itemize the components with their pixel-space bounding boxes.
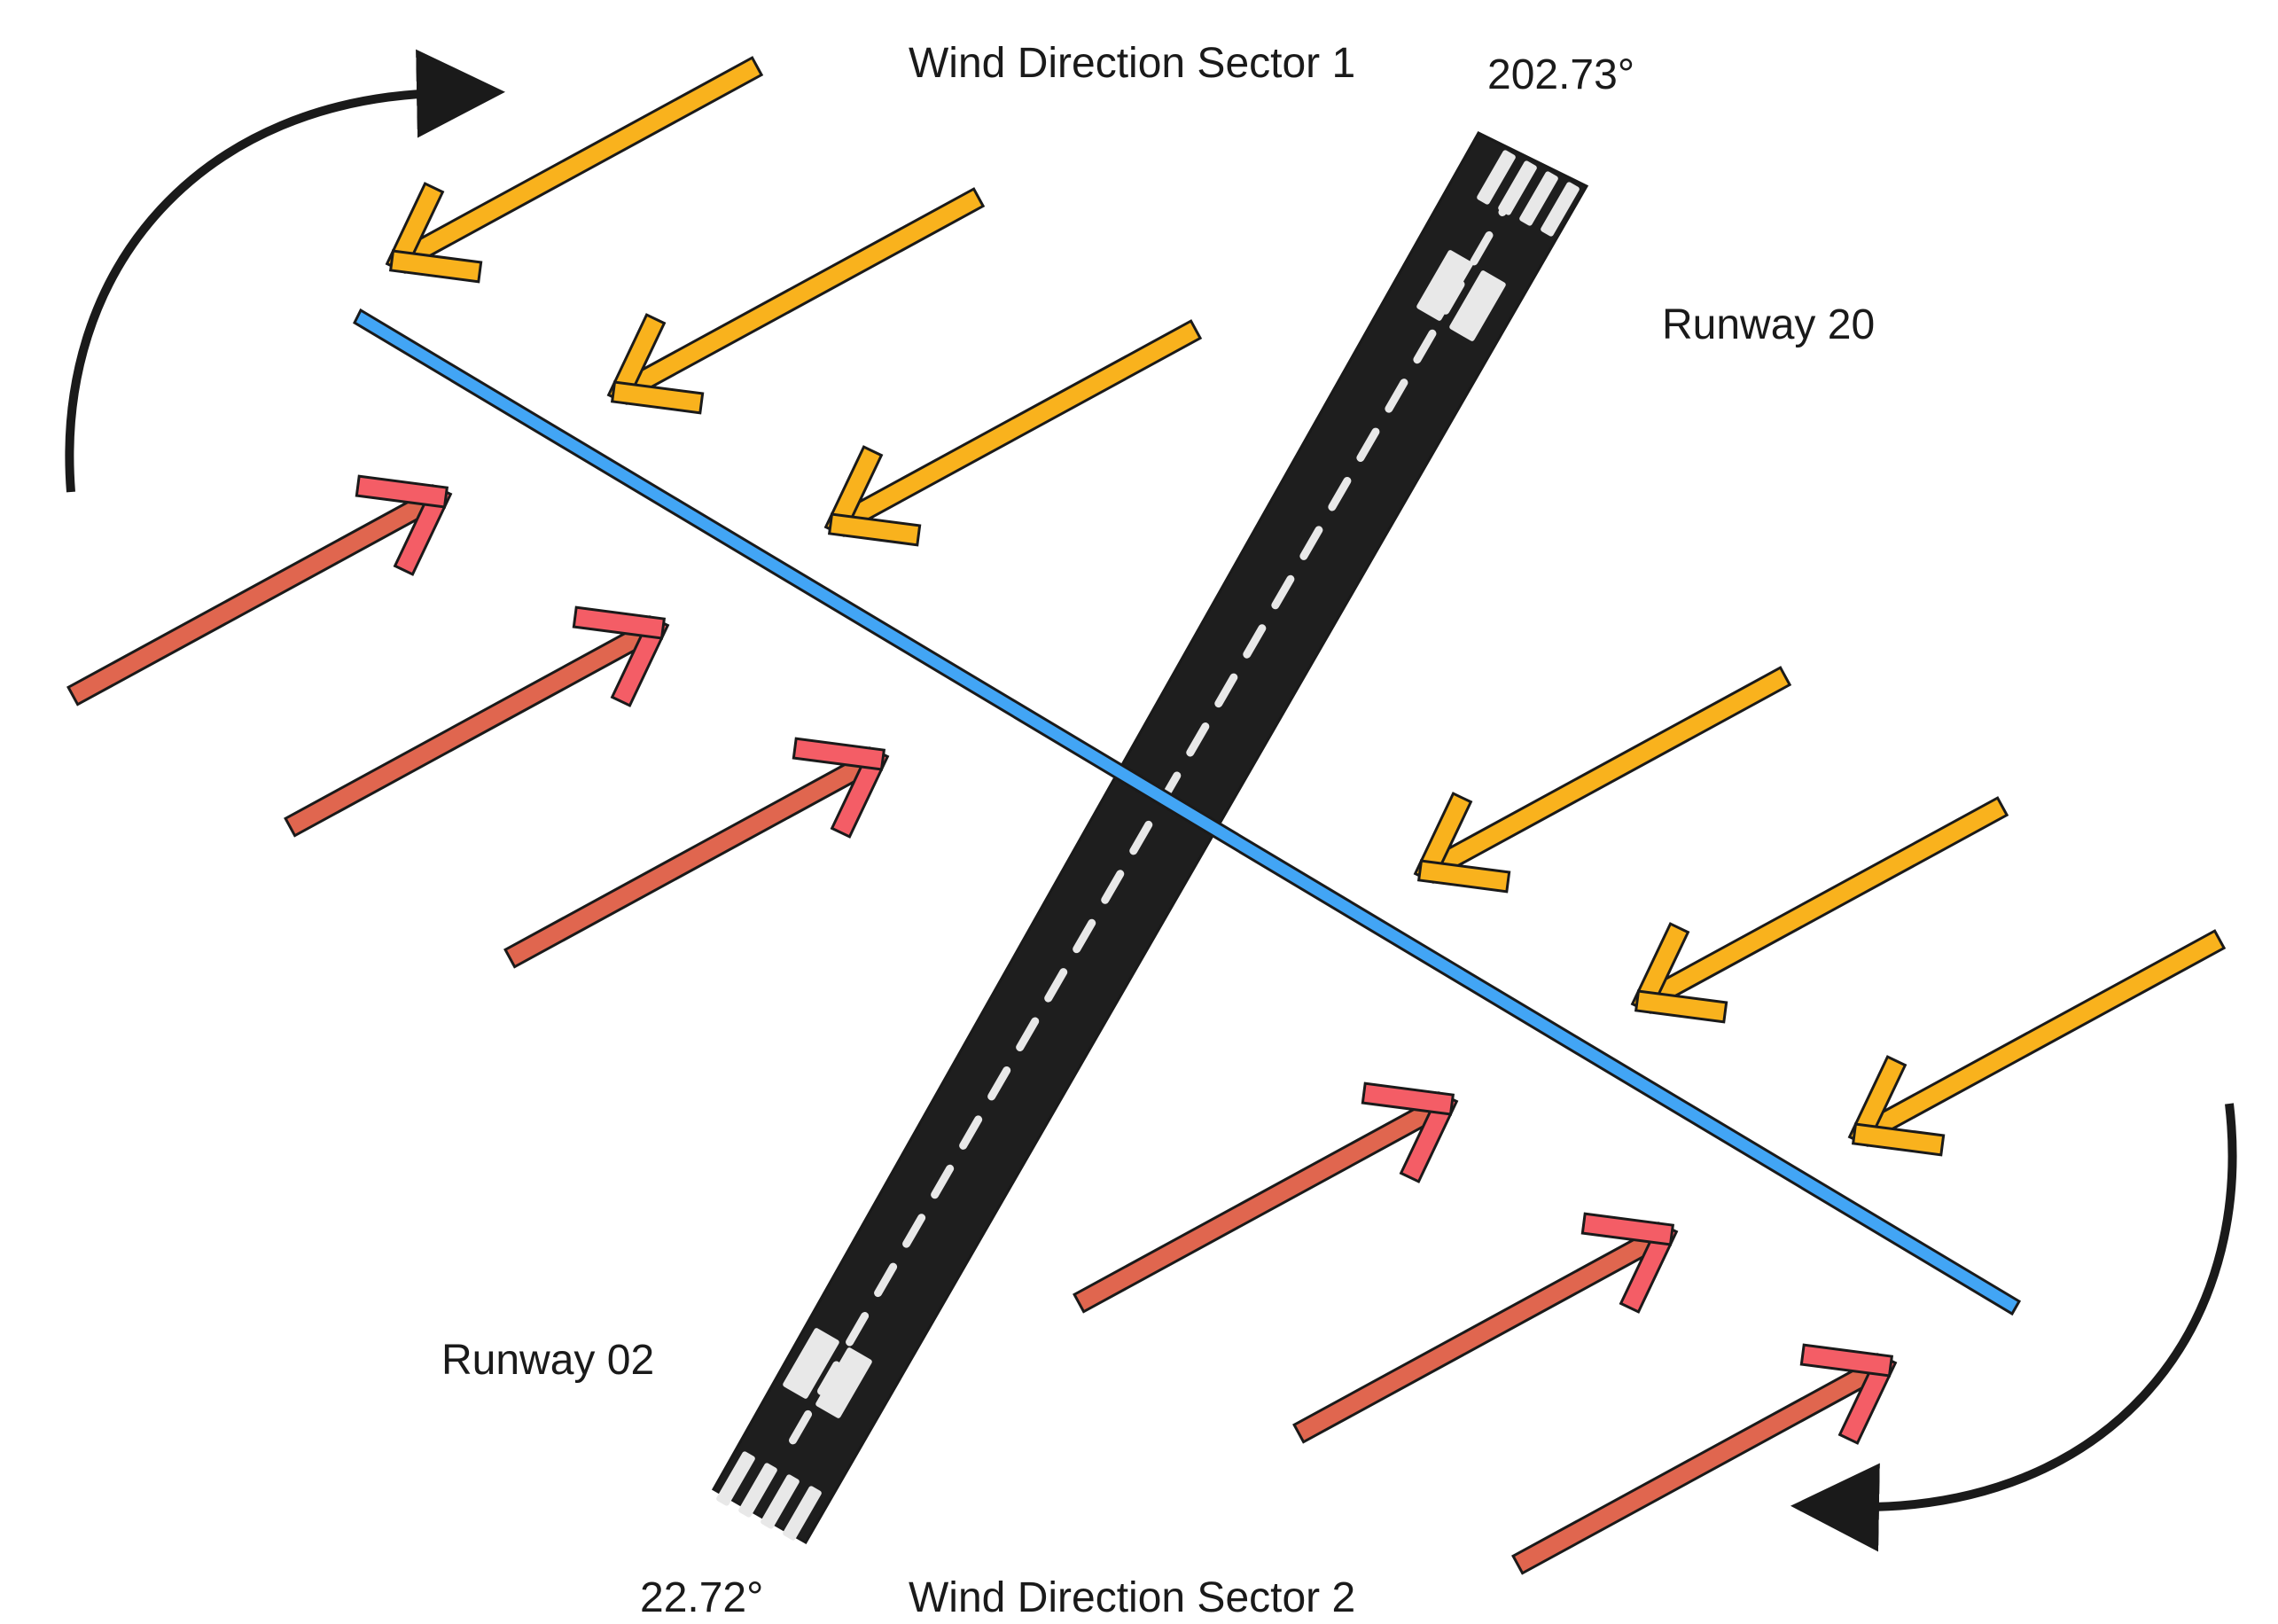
sector1-label: Wind Direction Sector 1 <box>909 40 1355 87</box>
sector2-arrows <box>66 474 1898 1575</box>
runway-threshold-top <box>1477 150 1580 237</box>
rotation-arrow-top-left <box>65 49 505 493</box>
sector2-arrow <box>1073 1081 1459 1314</box>
runway-touchdown-bottom <box>783 1328 872 1418</box>
sector2-arrow <box>284 605 670 838</box>
angle-top-label: 202.73° <box>1487 51 1634 98</box>
sector2-arrow <box>1511 1343 1898 1575</box>
sector1-arrow <box>385 56 764 284</box>
crosswind-line <box>353 308 2022 1316</box>
sector2-arrow <box>503 737 890 969</box>
sector2-label: Wind Direction Sector 2 <box>909 1574 1355 1621</box>
sector1-arrow <box>1413 666 1792 894</box>
runway <box>711 131 1589 1545</box>
runway02-label: Runway 02 <box>441 1337 654 1384</box>
sector1-arrows <box>385 56 2227 1157</box>
sector2-arrow <box>66 474 453 707</box>
runway-touchdown-top <box>1416 250 1506 341</box>
sector1-arrow <box>823 319 1203 547</box>
runway-surface <box>711 131 1589 1545</box>
runway-centerline <box>776 182 1522 1467</box>
sector1-arrow <box>1847 929 2227 1157</box>
rotation-arrow-bottom-right <box>1790 1103 2237 1552</box>
sector1-arrow <box>1630 796 2009 1024</box>
runway20-label: Runway 20 <box>1662 301 1875 348</box>
sector1-arrow <box>606 187 986 415</box>
sector2-arrow <box>1292 1212 1679 1444</box>
runway-threshold-bottom <box>716 1451 822 1541</box>
angle-bottom-label: 22.72° <box>640 1574 763 1621</box>
